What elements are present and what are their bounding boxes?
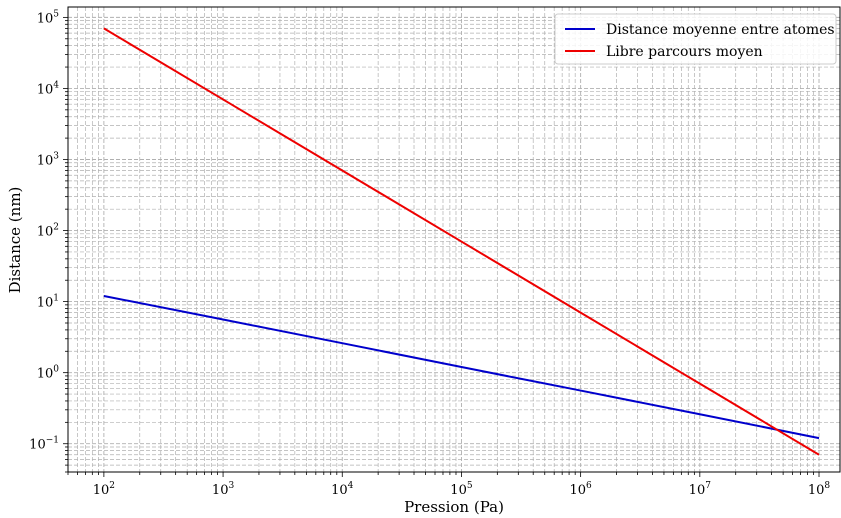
y-axis-label: Distance (nm) [6, 187, 24, 294]
y-tick-label: 102 [37, 223, 59, 240]
x-tick-label: 105 [450, 481, 473, 498]
x-axis-label: Pression (Pa) [404, 498, 504, 516]
x-tick-label: 106 [569, 481, 592, 498]
y-tick-label: 104 [37, 80, 60, 97]
series-lines [103, 27, 820, 456]
plot-frame [67, 6, 841, 473]
x-axis-ticks: 102 103 104 105 106 107 108 [67, 472, 831, 498]
legend-box [554, 13, 837, 65]
y-axis-ticks: 10−1 100 101 102 103 104 105 [29, 9, 68, 473]
grid [67, 7, 840, 473]
y-tick-label: 101 [37, 294, 59, 311]
x-tick-label: 107 [689, 481, 712, 498]
y-tick-label: 105 [37, 9, 60, 26]
y-tick-label: 100 [37, 365, 60, 382]
x-tick-label: 104 [331, 481, 354, 498]
series-line-1 [103, 294, 820, 440]
legend: Distance moyenne entre atomes Libre parco… [554, 13, 837, 65]
legend-label: Libre parcours moyen [606, 44, 763, 60]
legend-label: Distance moyenne entre atomes [606, 22, 835, 38]
y-tick-label: 10−1 [29, 436, 59, 453]
x-tick-label: 108 [808, 481, 831, 498]
y-tick-label: 103 [37, 151, 60, 168]
x-tick-label: 103 [212, 481, 235, 498]
x-tick-label: 102 [93, 481, 115, 498]
series-line-2 [103, 27, 820, 456]
